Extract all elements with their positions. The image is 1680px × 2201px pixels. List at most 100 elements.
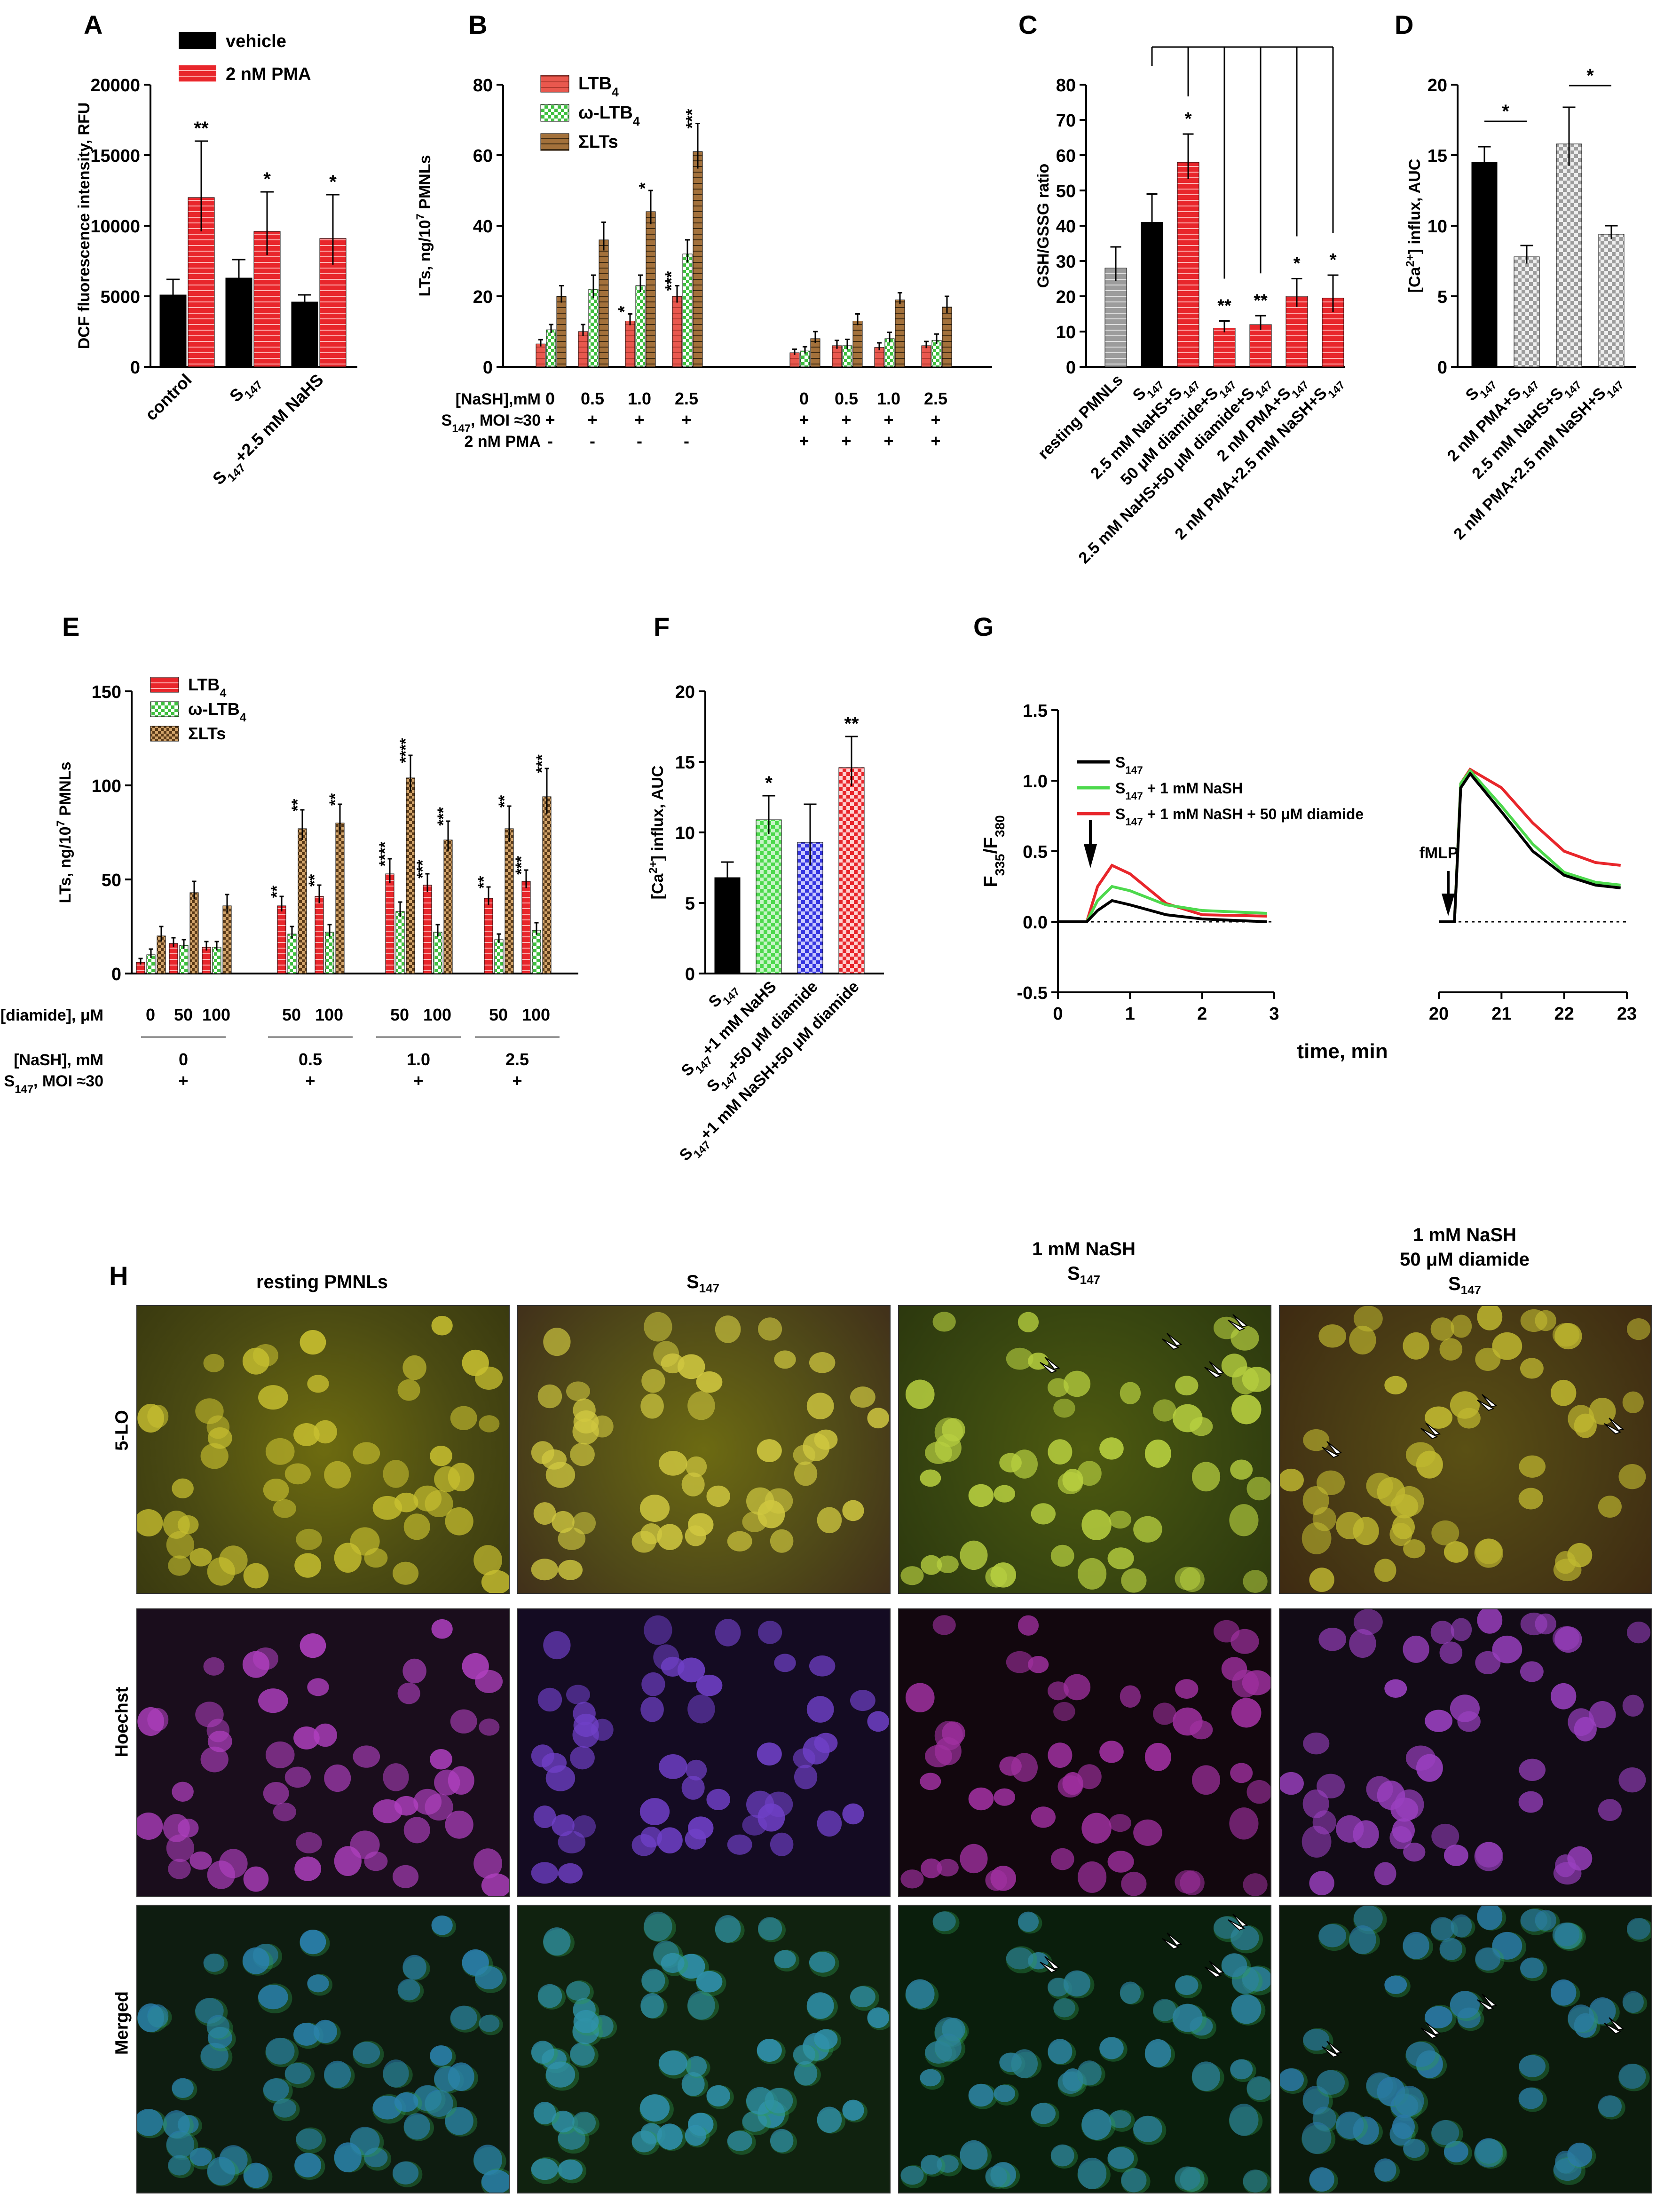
chart-b-s147-value: + <box>681 410 691 429</box>
chart-b-ytick-label: 80 <box>473 76 493 95</box>
cell <box>1121 1568 1147 1593</box>
arrowhead-marker <box>1162 1932 1183 1950</box>
cell <box>313 2019 337 2043</box>
cell <box>1443 1845 1468 1866</box>
cell <box>1229 1807 1259 1840</box>
micrograph-cells <box>531 1615 890 1884</box>
cell <box>715 1315 741 1343</box>
cell <box>1431 2120 1459 2146</box>
cell <box>1403 1842 1426 1862</box>
cell <box>1425 2006 1453 2028</box>
cell <box>1191 1462 1221 1492</box>
panel-label-b: B <box>468 10 488 40</box>
chart-d-bar-3 <box>1598 234 1625 367</box>
cell <box>770 2129 794 2153</box>
cell <box>842 1500 864 1521</box>
cell <box>206 1718 230 1742</box>
cell <box>817 1810 842 1837</box>
cell <box>479 1415 500 1433</box>
chart-e-significance: ** <box>326 793 344 806</box>
cell <box>431 1315 453 1336</box>
chart-e-significance: ** <box>306 874 323 887</box>
chart-d-bar-0 <box>1471 162 1498 367</box>
chart-e-bar-1-3 <box>287 934 297 974</box>
cell <box>1451 1314 1472 1338</box>
cell <box>1077 1558 1107 1590</box>
chart-e-bar-0-2 <box>202 947 211 974</box>
micrograph-merged-s147 <box>517 1905 891 2193</box>
chart-e-bar-1-2 <box>212 947 221 974</box>
cell <box>572 2111 596 2134</box>
chart-e-diamide-value: 50 <box>282 1005 301 1024</box>
cell <box>757 1742 782 1766</box>
cell <box>687 1391 715 1420</box>
chart-b-bar-1-0 <box>546 329 556 367</box>
cell <box>450 2005 477 2030</box>
cell <box>1191 2061 1221 2091</box>
chart-c-bar-5 <box>1286 296 1308 367</box>
chart-b-bar-2-2 <box>646 211 656 367</box>
chart-f-bar-0 <box>714 877 741 974</box>
chart-e-ytick-label: 0 <box>111 965 121 984</box>
cell <box>1048 1439 1073 1465</box>
chart-b-bar-0-1 <box>578 331 588 367</box>
micrograph-cells <box>900 1911 1270 2193</box>
cell <box>448 1463 474 1491</box>
cell <box>644 1615 672 1645</box>
cell <box>932 1911 956 1932</box>
cell <box>1077 1461 1102 1486</box>
cell <box>1475 1651 1501 1675</box>
chart-c-bar-4 <box>1249 324 1272 367</box>
chart-e-significance: ** <box>268 885 286 898</box>
micrograph-5lo-nash <box>898 1305 1271 1594</box>
cell <box>1175 1870 1201 1894</box>
cell <box>742 2111 767 2132</box>
cell <box>1246 2076 1270 2100</box>
chart-c-bar-3 <box>1213 328 1236 367</box>
chart-e-bar-0-4 <box>315 896 324 974</box>
cell <box>273 1802 296 1821</box>
cell <box>1395 1486 1424 1517</box>
cell <box>1230 2059 1253 2080</box>
cell <box>1405 1745 1436 1771</box>
cell <box>147 1708 169 1731</box>
cell <box>1077 1764 1102 1789</box>
cell <box>1120 1382 1141 1404</box>
chart-b-nash-value: 1.0 <box>628 389 651 408</box>
cell <box>677 1954 705 1979</box>
cell <box>1567 1543 1593 1568</box>
cell <box>1403 1635 1429 1663</box>
cell <box>425 1490 453 1518</box>
cell <box>793 1445 816 1465</box>
cell <box>334 2142 362 2173</box>
chart-b-bar-0-6 <box>874 347 884 367</box>
chart-g-legend-label: S147 <box>1115 754 1143 776</box>
cell <box>661 1953 685 1973</box>
chart-a-ytick-label: 20000 <box>90 76 140 95</box>
cell <box>1392 1515 1415 1539</box>
cell <box>1172 1404 1203 1433</box>
chart-d-ytick-label: 20 <box>1428 76 1447 95</box>
cell <box>258 1688 288 1713</box>
chart-c-ytick-label: 0 <box>1066 358 1076 378</box>
chart-b: 0 20 40 60 80 LTs, ng/107 PMNLs 0 + - 0.5 + - * * 1.0 +… <box>414 74 992 451</box>
cell <box>402 1955 426 1980</box>
cell <box>757 2039 782 2062</box>
chart-d-ytick-label: 5 <box>1437 287 1447 307</box>
arrowhead-marker <box>1204 1361 1225 1378</box>
cell <box>1017 1615 1039 1636</box>
cell <box>1317 1470 1345 1496</box>
cell <box>243 1866 269 1892</box>
cell <box>324 2060 351 2089</box>
chart-e-significance: **** <box>397 738 415 763</box>
cell <box>263 1781 289 1805</box>
micrograph-cells <box>900 1615 1270 1896</box>
chart-e-legend-swatch <box>150 677 179 693</box>
cell <box>242 1347 270 1375</box>
arrowhead-marker <box>1228 1314 1248 1331</box>
cell <box>1353 1609 1383 1635</box>
cell <box>1099 1437 1124 1460</box>
chart-b-bar-2-3 <box>693 151 703 367</box>
cell <box>685 1829 707 1850</box>
